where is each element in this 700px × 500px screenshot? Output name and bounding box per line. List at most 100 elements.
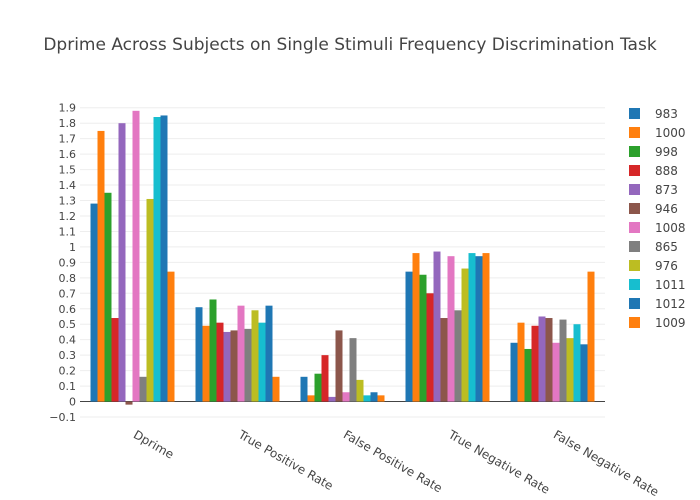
legend-label: 1009 <box>655 316 686 330</box>
bar-1011-3 <box>468 253 476 402</box>
legend-label: 946 <box>655 202 678 216</box>
bar-888-2 <box>321 355 329 402</box>
bar-1000-4 <box>517 322 525 402</box>
legend-swatch <box>629 298 640 309</box>
legend-swatch <box>629 146 640 157</box>
y-tick-label: 1.2 <box>59 210 77 223</box>
bar-1008-4 <box>552 342 560 402</box>
bar-946-4 <box>545 318 553 402</box>
legend-item[interactable]: 946 <box>629 202 678 216</box>
legend: 983 1000 998 888 873 946 1008 865 976 1011 1012 100… <box>629 107 686 330</box>
legend-item[interactable]: 998 <box>629 145 678 159</box>
bar-946-0 <box>125 401 133 405</box>
legend-item[interactable]: 1009 <box>629 316 686 330</box>
legend-swatch <box>629 184 640 195</box>
bar-983-0 <box>90 203 98 402</box>
bar-1011-2 <box>363 395 371 402</box>
bar-1012-4 <box>580 344 588 402</box>
legend-swatch <box>629 203 640 214</box>
y-tick-label: 1.6 <box>59 148 77 161</box>
x-category-label: Dprime <box>131 427 176 461</box>
x-category-label: False Negative Rate <box>551 427 661 499</box>
legend-swatch <box>629 127 640 138</box>
bar-888-3 <box>426 293 434 402</box>
bar-1000-3 <box>412 253 420 402</box>
bar-1000-0 <box>97 130 105 402</box>
bar-976-1 <box>251 310 259 402</box>
bar-1008-2 <box>342 392 350 402</box>
bar-865-1 <box>244 328 252 402</box>
y-axis-ticks: −0.1 0 0.1 0.2 0.3 0.4 0.5 0.6 0.7 0.8 0.9 1 1.1 1.2 1… <box>49 102 76 424</box>
legend-swatch <box>629 241 640 252</box>
legend-item[interactable]: 1011 <box>629 278 686 292</box>
bar-1012-3 <box>475 256 483 402</box>
bar-976-4 <box>566 338 574 402</box>
legend-swatch <box>629 317 640 328</box>
legend-label: 1000 <box>655 126 686 140</box>
bar-888-0 <box>111 318 119 402</box>
legend-label: 983 <box>655 107 678 121</box>
legend-label: 998 <box>655 145 678 159</box>
legend-item[interactable]: 1008 <box>629 221 686 235</box>
legend-swatch <box>629 108 640 119</box>
bar-1011-4 <box>573 324 581 402</box>
y-tick-label: 0 <box>69 396 76 409</box>
y-tick-label: 1.5 <box>59 164 77 177</box>
bar-998-4 <box>524 348 532 402</box>
y-tick-label: 1.8 <box>59 117 77 130</box>
bar-998-3 <box>419 274 427 402</box>
bar-888-1 <box>216 322 224 402</box>
bar-946-2 <box>335 330 343 402</box>
y-tick-label: 1.1 <box>59 225 77 238</box>
bar-1008-1 <box>237 305 245 402</box>
legend-item[interactable]: 1000 <box>629 126 686 140</box>
bar-983-1 <box>195 307 203 402</box>
y-tick-label: 1.3 <box>59 195 77 208</box>
y-tick-label: 1.7 <box>59 133 77 146</box>
y-tick-label: 0.9 <box>59 256 77 269</box>
y-tick-label: 0.4 <box>59 334 77 347</box>
bar-1011-0 <box>153 117 161 402</box>
legend-item[interactable]: 888 <box>629 164 678 178</box>
bar-865-4 <box>559 319 567 402</box>
y-tick-label: 1.9 <box>59 102 77 115</box>
bar-998-2 <box>314 373 322 402</box>
x-axis-labels: Dprime True Positive Rate False Positive R… <box>131 427 661 499</box>
bar-983-3 <box>405 271 413 402</box>
bar-1009-1 <box>272 376 280 402</box>
legend-swatch <box>629 279 640 290</box>
bar-1012-0 <box>160 115 168 402</box>
bar-1009-4 <box>587 271 595 402</box>
legend-item[interactable]: 976 <box>629 259 678 273</box>
bar-976-0 <box>146 198 154 402</box>
bar-873-3 <box>433 251 441 402</box>
bar-865-2 <box>349 338 357 402</box>
bar-1012-1 <box>265 305 273 402</box>
bar-873-0 <box>118 123 126 402</box>
bar-946-3 <box>440 318 448 402</box>
y-tick-label: 0.6 <box>59 303 77 316</box>
legend-item[interactable]: 1012 <box>629 297 686 311</box>
legend-label: 888 <box>655 164 678 178</box>
bar-998-1 <box>209 299 217 402</box>
legend-item[interactable]: 983 <box>629 107 678 121</box>
legend-swatch <box>629 260 640 271</box>
legend-item[interactable]: 873 <box>629 183 678 197</box>
bars <box>90 110 595 405</box>
legend-swatch <box>629 165 640 176</box>
bar-946-1 <box>230 330 238 402</box>
bar-976-2 <box>356 379 364 402</box>
legend-label: 1012 <box>655 297 686 311</box>
bar-983-4 <box>510 342 518 402</box>
bar-865-3 <box>454 310 462 402</box>
x-category-label: True Positive Rate <box>235 427 335 493</box>
y-tick-label: 0.5 <box>59 318 77 331</box>
bar-873-4 <box>538 316 546 402</box>
x-category-label: False Positive Rate <box>341 427 445 495</box>
y-tick-label: 0.2 <box>59 365 77 378</box>
legend-label: 873 <box>655 183 678 197</box>
legend-swatch <box>629 222 640 233</box>
legend-item[interactable]: 865 <box>629 240 678 254</box>
legend-label: 976 <box>655 259 678 273</box>
